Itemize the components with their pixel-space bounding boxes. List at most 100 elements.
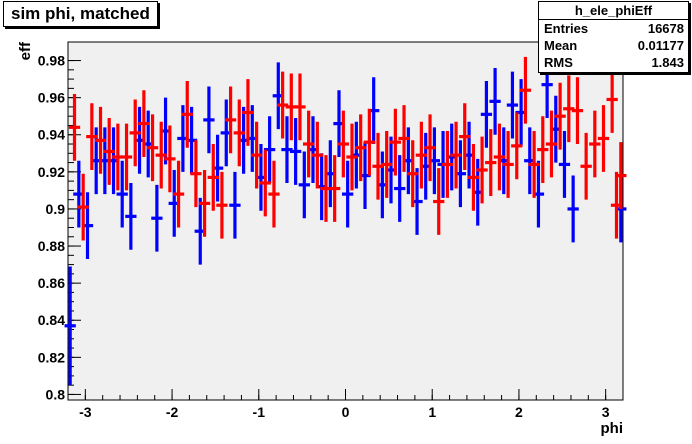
stats-row-entries: Entries 16678 [539,20,688,37]
stats-row-rms: RMS 1.843 [539,54,688,71]
data-point [558,131,571,198]
data-point [303,110,315,178]
y-tick-label: 0.96 [38,90,65,106]
data-point [363,108,375,176]
data-point [476,136,488,204]
stats-entries-label: Entries [544,21,589,36]
data-point [129,99,141,167]
data-point [502,131,514,198]
data-point [203,86,215,154]
data-point [372,132,384,200]
data-point [450,121,462,189]
x-tick-label: 3 [602,404,610,420]
chart-title: sim phi, matched [3,1,158,27]
data-point [68,93,81,161]
data-point [138,90,150,158]
data-point [441,131,454,198]
stats-histogram-name: h_ele_phiEff [539,2,688,20]
data-point [537,116,549,183]
data-point [606,66,618,133]
data-point [250,121,263,189]
data-point [103,118,115,185]
data-point [567,175,579,243]
data-markers [64,51,627,386]
data-point [615,142,627,209]
data-point [467,144,480,211]
data-point [415,121,428,189]
data-point [181,80,193,148]
data-point [198,169,211,237]
data-point [329,155,341,222]
data-point [155,121,167,189]
axis-ticks: -3 -2 -1 0 1 2 3 0.8 0.82 0.84 0.86 0.88 0.9 0.92 0.94… [38,53,624,420]
y-tick-label: 0.82 [38,349,65,365]
data-point [151,184,163,252]
y-tick-label: 0.8 [46,386,66,402]
data-point [120,123,133,191]
data-point [294,73,306,141]
data-point [233,99,245,167]
data-point [394,155,406,222]
data-point [571,77,584,145]
data-point [125,182,137,250]
y-axis-label: eff [17,41,34,60]
data-point [589,110,601,178]
axis-labels: phi eff [17,41,623,437]
x-tick-label: -2 [166,404,179,420]
y-tick-label: 0.98 [38,53,65,69]
data-point [342,160,354,228]
data-point [77,173,89,241]
stats-box: h_ele_phiEff Entries 16678 Mean 0.01177 … [538,1,689,73]
data-point [281,116,293,183]
data-point [172,160,185,228]
data-point [290,118,302,185]
data-point [554,82,566,150]
data-point [337,110,349,178]
stats-mean-label: Mean [544,38,578,53]
data-point [511,112,523,180]
data-point [346,123,358,191]
data-point [433,168,445,235]
data-point [268,160,280,228]
data-point [389,108,401,176]
data-point [506,71,519,139]
data-point [381,131,393,198]
y-tick-label: 0.86 [38,275,65,291]
plot-frame [67,41,624,401]
stats-row-mean: Mean 0.01177 [539,37,688,54]
data-point [459,103,471,170]
y-tick-label: 0.9 [46,201,66,217]
data-point [580,132,592,200]
data-point [545,110,558,178]
data-point [216,171,228,239]
data-point [563,75,575,143]
data-point [259,149,271,217]
x-tick-label: 2 [515,404,523,420]
y-tick-label: 0.92 [38,164,65,180]
data-point [146,114,159,182]
data-point [94,106,107,174]
data-point [86,103,98,170]
data-point [164,125,176,193]
data-point [407,140,419,208]
data-point [229,171,241,239]
data-point [485,129,497,196]
x-tick-label: -1 [253,404,266,420]
y-tick-label: 0.84 [38,312,65,328]
x-axis-label: phi [601,420,624,437]
x-tick-label: -3 [79,404,92,420]
data-point [493,123,506,191]
data-point [489,67,501,135]
data-point [597,105,610,172]
data-point [190,140,202,208]
x-tick-label: 0 [342,404,350,420]
data-point [276,71,289,139]
data-point [528,131,540,198]
y-tick-label: 0.94 [38,127,65,143]
x-tick-label: 1 [428,404,436,420]
data-point [298,151,310,219]
data-point [207,144,219,211]
stats-entries-value: 16678 [647,21,684,36]
